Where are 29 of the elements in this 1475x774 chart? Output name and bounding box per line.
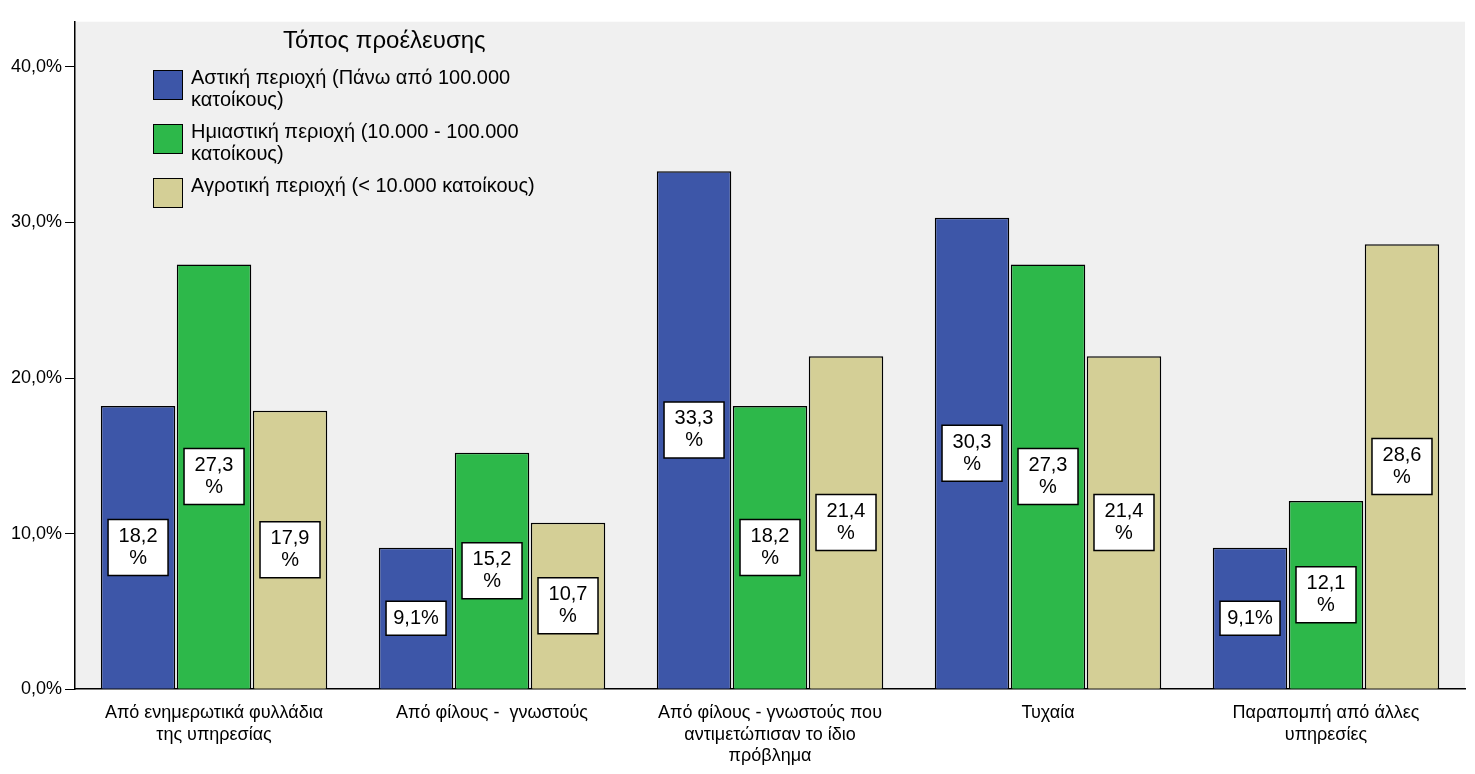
data-label: 18,2% [118,523,158,568]
data-label: 15,2% [472,547,512,592]
data-label: 17,9% [270,526,310,571]
data-label: 9,1% [1227,605,1274,628]
legend-label: Αγροτική περιοχή (< 10.000 κατοίκους) [191,174,536,196]
x-tick-label: Παραπομπή από άλλες υπηρεσίες [1232,701,1420,744]
data-label: 21,4% [826,499,866,543]
data-label: 30,3% [952,429,992,474]
data-label: 27,3% [1028,453,1068,498]
legend-label: Ημιαστική περιοχή (10.000 - 100.000 κατοίκους) [191,120,520,164]
y-tick-label: 30,0% [10,211,63,232]
y-tick-label: 40,0% [10,55,63,76]
data-label: 33,3% [674,406,714,451]
data-label: 12,1% [1306,571,1346,616]
data-label: 18,2% [750,523,790,568]
x-tick-label: Από ενημερωτικά φυλλάδια της υπηρεσίας [104,701,324,744]
legend-label: Αστική περιοχή (Πάνω από 100.000 κατοίκους) [191,66,512,110]
y-tick-label: 20,0% [10,367,63,388]
y-tick-label: 10,0% [10,522,63,543]
legend-title: Τόπος προέλευσης [283,26,487,54]
y-tick-label: 0,0% [21,678,63,699]
x-tick-label: Τυχαία [1021,701,1075,722]
data-label: 27,3% [194,453,234,498]
data-label: 21,4% [1104,499,1144,543]
x-tick-label: Από φίλους - γνωστούς που αντιμετώπισαν το ίδιο πρόβλημα [658,701,882,766]
data-label: 10,7% [548,582,588,627]
data-label: 9,1% [393,605,440,628]
data-label: 28,6% [1382,443,1422,487]
x-tick-label: Από φίλους - γνωστούς [396,701,589,722]
